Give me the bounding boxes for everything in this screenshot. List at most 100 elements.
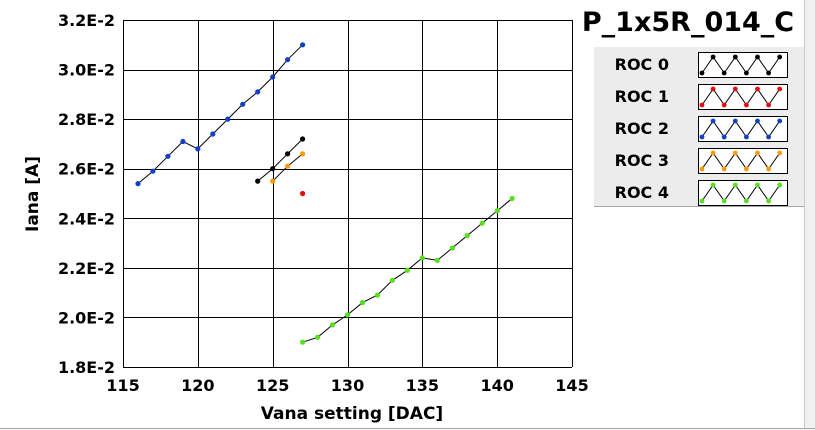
data-point xyxy=(300,339,306,345)
y-axis-title: Iana [A] xyxy=(23,156,43,232)
legend-swatch-line xyxy=(701,152,781,170)
data-point xyxy=(449,245,455,251)
legend-swatch-marker xyxy=(721,198,727,204)
window-right-frame xyxy=(804,0,815,428)
legend-swatch-marker xyxy=(732,182,738,188)
legend-swatch-marker xyxy=(744,166,749,172)
data-point xyxy=(135,181,141,187)
legend-swatch-marker xyxy=(732,54,738,60)
y-tick-label: 2.6E-2 xyxy=(58,160,115,179)
legend-swatch-line xyxy=(701,56,781,74)
legend-swatch-marker xyxy=(732,86,738,92)
data-point xyxy=(389,277,395,283)
legend-swatch-marker xyxy=(744,134,749,140)
legend-swatch-marker xyxy=(777,54,783,60)
legend-swatch-marker xyxy=(732,118,738,124)
data-point xyxy=(285,57,291,63)
legend-swatch-marker xyxy=(755,118,760,124)
legend-swatch-marker xyxy=(755,86,760,92)
y-tick-label: 3.2E-2 xyxy=(58,11,115,30)
legend-swatch-marker xyxy=(766,134,771,140)
data-point xyxy=(270,74,276,80)
legend-swatch-line xyxy=(701,184,781,202)
data-point xyxy=(300,190,306,197)
legend-swatch-marker xyxy=(755,150,760,156)
data-point xyxy=(374,292,380,298)
data-point xyxy=(195,146,201,152)
legend-swatch-marker xyxy=(699,102,705,108)
legend-swatch-marker xyxy=(699,70,705,76)
data-point xyxy=(270,166,276,172)
x-tick-label: 130 xyxy=(331,376,364,395)
data-point xyxy=(225,116,231,122)
data-point xyxy=(240,101,246,107)
data-point xyxy=(255,89,261,95)
y-tick-label: 1.8E-2 xyxy=(58,358,115,377)
data-point xyxy=(315,334,321,340)
data-point xyxy=(464,233,470,239)
legend-swatch-line xyxy=(701,88,781,106)
legend-swatch-marker xyxy=(777,150,783,156)
data-point xyxy=(150,168,156,174)
data-point xyxy=(300,151,306,157)
data-point xyxy=(344,312,351,318)
series-layer xyxy=(135,42,515,345)
legend-swatch-marker xyxy=(744,70,749,76)
series-roc-3 xyxy=(270,151,306,184)
y-tick-label: 2.8E-2 xyxy=(58,110,115,129)
legend-swatch-marker xyxy=(710,54,716,60)
series-roc-2 xyxy=(135,42,306,187)
data-point xyxy=(300,42,306,48)
legend-swatch-marker xyxy=(744,102,749,108)
x-tick-label: 115 xyxy=(106,376,139,395)
legend-label: ROC 0 xyxy=(615,55,669,74)
legend-swatch-marker xyxy=(710,150,716,156)
y-tick-labels: 1.8E-2 2.0E-2 2.2E-2 2.4E-2 2.6E-2 2.8E-2 3.0E… xyxy=(58,11,115,377)
x-tick-label: 135 xyxy=(406,376,439,395)
legend-swatch-marker xyxy=(766,102,771,108)
y-tick-label: 2.2E-2 xyxy=(58,259,115,278)
x-axis-title: Vana setting [DAC] xyxy=(261,404,443,424)
series-line xyxy=(137,44,303,184)
data-point xyxy=(329,322,336,328)
x-tick-labels: 115 120 125 130 135 140 145 xyxy=(106,376,588,395)
legend-swatch-marker xyxy=(755,54,760,60)
legend-swatch-marker xyxy=(766,198,771,204)
series-roc-1 xyxy=(300,190,306,197)
legend-swatch-marker xyxy=(710,118,716,124)
x-tick-label: 140 xyxy=(480,376,513,395)
legend-swatch-marker xyxy=(699,166,705,172)
legend-swatch-line xyxy=(701,120,781,138)
legend-swatch-marker xyxy=(721,134,727,140)
x-tick-label: 145 xyxy=(555,376,588,395)
legend-swatch-marker xyxy=(777,182,783,188)
data-point xyxy=(419,255,425,261)
legend-swatch-marker xyxy=(721,166,727,172)
legend-swatch-marker xyxy=(699,134,705,140)
legend: ROC 0 ROC 1 ROC 2 ROC 3 ROC 4 xyxy=(594,47,804,207)
legend-swatch-marker xyxy=(766,70,771,76)
data-point xyxy=(255,178,261,184)
legend-label: ROC 4 xyxy=(615,183,669,202)
legend-swatch-marker xyxy=(699,198,705,204)
x-tick-label: 125 xyxy=(256,376,289,395)
chart-title: P_1x5R_014_C xyxy=(582,7,794,38)
y-tick-label: 3.0E-2 xyxy=(58,61,115,80)
legend-swatch-marker xyxy=(777,86,783,92)
series-roc-0 xyxy=(255,136,306,184)
legend-label: ROC 2 xyxy=(615,119,669,138)
legend-swatch-marker xyxy=(777,118,783,124)
data-point xyxy=(210,131,216,137)
data-point xyxy=(270,178,276,184)
data-point xyxy=(494,208,500,214)
data-point xyxy=(434,257,440,263)
data-point xyxy=(359,300,366,306)
legend-swatch-marker xyxy=(766,166,771,172)
data-point xyxy=(300,136,306,142)
x-tick-label: 120 xyxy=(181,376,214,395)
series-roc-4 xyxy=(300,195,515,345)
data-point xyxy=(285,151,291,157)
legend-label: ROC 3 xyxy=(615,151,669,170)
legend-swatch-marker xyxy=(744,198,749,204)
data-point xyxy=(479,220,485,226)
